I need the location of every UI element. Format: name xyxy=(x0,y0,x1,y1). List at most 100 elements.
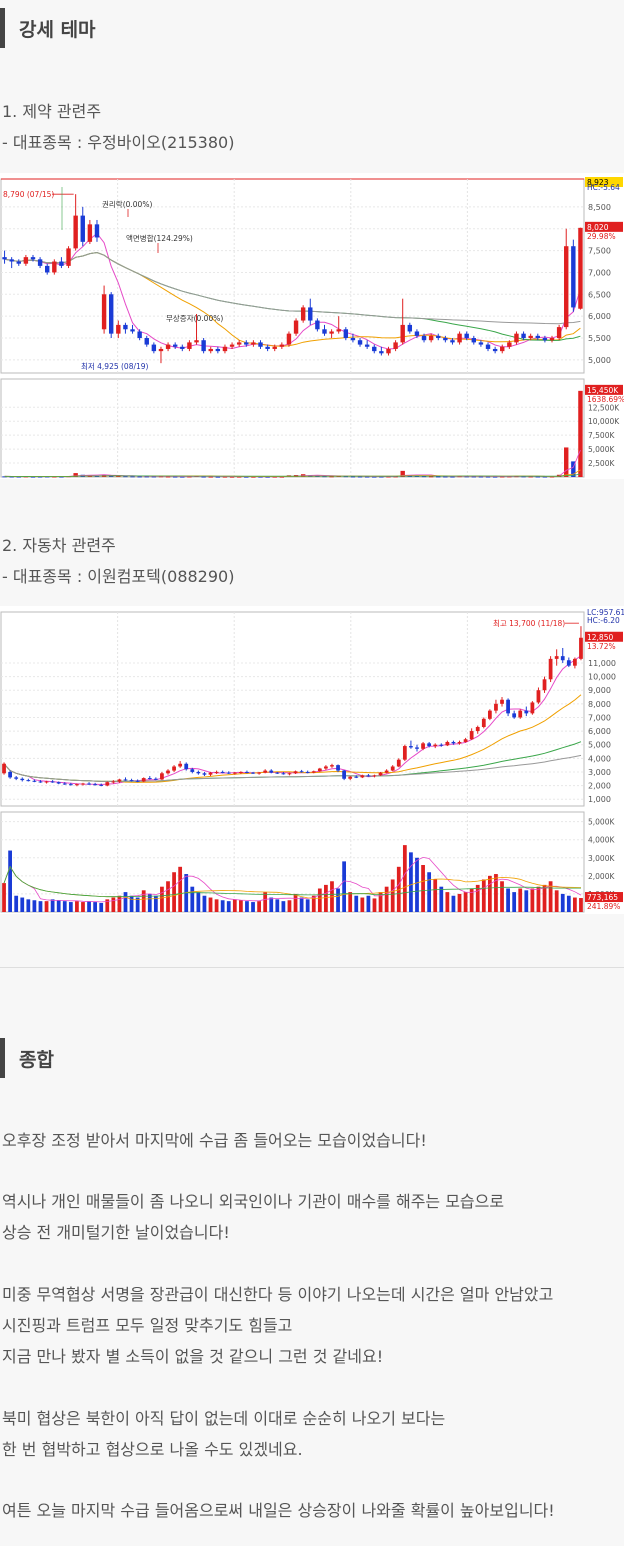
volume-bar xyxy=(165,476,171,478)
volume-bar xyxy=(2,883,6,912)
candle xyxy=(52,261,57,273)
volume-bar xyxy=(445,892,450,912)
volume-bar xyxy=(87,901,91,912)
candle xyxy=(421,335,427,341)
candle xyxy=(263,770,268,773)
candlestick-chart-1: 8,5008,0007,5007,0006,5006,0005,5005,000… xyxy=(0,177,624,478)
y-tick-label: 6,000 xyxy=(588,727,611,736)
volume-bar xyxy=(421,476,427,478)
volume-panel xyxy=(0,811,585,913)
volume-bar xyxy=(201,476,206,478)
candle xyxy=(566,660,571,666)
candle xyxy=(265,346,270,349)
candle xyxy=(9,259,14,262)
candle xyxy=(366,775,371,777)
y-tick-label: 8,500 xyxy=(588,203,611,212)
y-tick-label: 1,000 xyxy=(588,795,611,804)
volume-bar xyxy=(400,470,405,477)
price-tag: 12,850 xyxy=(587,633,613,642)
y-tick-label: 10,000 xyxy=(588,673,616,682)
volume-bar xyxy=(528,476,533,478)
summary-line: 시진핑과 트럼프 모두 일정 맞추기도 힘들고 xyxy=(2,1316,293,1335)
price-change-pct: 29.98% xyxy=(587,232,616,241)
candle xyxy=(56,782,61,784)
volume-bar xyxy=(151,476,157,478)
y-tick-label: 7,000 xyxy=(588,713,611,722)
volume-tag-bg xyxy=(585,384,623,395)
volume-tick-label: 10,000K xyxy=(588,417,620,426)
volume-tag: 773,165 xyxy=(587,893,618,902)
hc-label: HC:-5.64 xyxy=(587,183,620,192)
volume-bar xyxy=(415,857,419,912)
volume-bar xyxy=(573,897,577,912)
volume-bar xyxy=(548,881,553,912)
candle xyxy=(184,763,189,770)
volume-bar xyxy=(281,901,286,912)
volume-bar xyxy=(238,900,243,912)
volume-bar xyxy=(409,852,413,912)
y-tick-label: 6,500 xyxy=(588,290,611,299)
candle xyxy=(165,344,171,349)
volume-bar xyxy=(293,893,298,912)
volume-bar xyxy=(73,473,78,477)
candle xyxy=(350,338,356,341)
candle xyxy=(144,338,149,345)
volume-bar xyxy=(436,476,441,478)
volume-bar xyxy=(299,897,304,912)
candle xyxy=(342,770,347,779)
volume-bar xyxy=(56,900,61,912)
volume-bar xyxy=(478,476,484,478)
candle xyxy=(330,765,334,767)
volume-bar xyxy=(372,476,377,478)
y-tick-label: 2,000 xyxy=(588,782,611,791)
candle xyxy=(275,772,280,774)
candle xyxy=(73,215,78,249)
candle xyxy=(414,331,420,336)
volume-bar xyxy=(23,476,29,478)
volume-bar xyxy=(494,874,498,912)
volume-bar xyxy=(549,476,555,478)
candle xyxy=(409,746,413,748)
candle xyxy=(464,333,469,339)
candle xyxy=(45,265,50,273)
volume-bar xyxy=(245,901,249,912)
y-tick-label: 7,000 xyxy=(588,268,611,277)
candle xyxy=(2,763,6,774)
candle xyxy=(66,248,71,266)
volume-tick-label: 7,500K xyxy=(588,431,615,440)
rights-annotation: 권리락(0.00%) xyxy=(102,200,152,209)
candle xyxy=(407,324,413,332)
candle xyxy=(196,771,201,774)
volume-bar xyxy=(564,447,569,477)
volume-bar xyxy=(354,895,359,912)
volume-bar xyxy=(50,899,55,912)
candle xyxy=(269,770,274,773)
volume-bar xyxy=(2,476,7,478)
candle xyxy=(178,763,183,767)
volume-bar xyxy=(402,845,407,912)
candle xyxy=(364,344,370,347)
volume-bar xyxy=(62,901,67,912)
volume-bar xyxy=(428,476,434,478)
candlestick-chart-2: 11,000 10,000 9,000 8,000 7,000 6,000 5,000 4,0… xyxy=(0,608,624,913)
volume-bar xyxy=(105,899,110,912)
section-title: 강세 테마 xyxy=(19,18,96,41)
volume-bar xyxy=(59,476,64,478)
volume-bar xyxy=(530,888,535,912)
volume-tick-label: 12,500K xyxy=(588,403,620,412)
candle xyxy=(272,346,277,349)
candle xyxy=(238,771,243,773)
volume-bar xyxy=(463,892,468,912)
volume-bar xyxy=(251,476,256,478)
volume-bar xyxy=(137,476,142,478)
volume-bar xyxy=(342,861,347,912)
candle xyxy=(151,344,157,352)
summary-line: 미중 무역협상 서명을 장관급이 대신한다 등 이야기 나오는데 시간은 얼마 … xyxy=(2,1285,554,1304)
candle xyxy=(300,307,306,321)
stock2-heading: 2. 자동차 관련주 xyxy=(2,536,116,555)
volume-bar xyxy=(229,476,235,478)
candle xyxy=(214,771,219,773)
volume-bar xyxy=(542,476,548,478)
volume-bar xyxy=(414,475,420,477)
candle xyxy=(187,342,192,349)
